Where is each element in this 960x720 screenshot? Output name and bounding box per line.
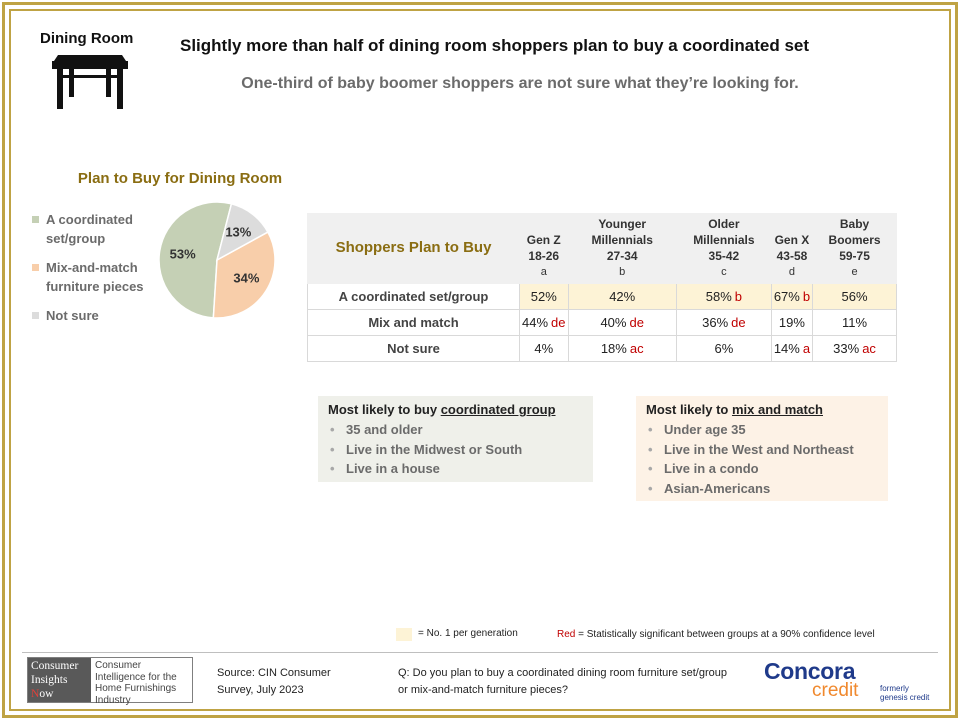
table-title: Shoppers Plan to Buy (307, 213, 520, 284)
survey-question: Q: Do you plan to buy a coordinated dini… (398, 667, 727, 696)
significance-letters: de (731, 315, 746, 330)
concora-credit-logo: Concora credit formerly genesis credit (762, 658, 932, 703)
significance-letters: a (802, 341, 811, 356)
pie-slice-label: 13% (225, 225, 251, 240)
legend-swatch (32, 216, 39, 223)
table-cell: 19% (770, 309, 814, 336)
table-cell: 42% (567, 283, 677, 310)
pie-slice-0 (158, 201, 233, 319)
main-title: Slightly more than half of dining room s… (180, 36, 810, 55)
table-cell: 67% b (770, 283, 814, 310)
insight-coordinated: Most likely to buy coordinated group 35 … (318, 396, 593, 482)
table-cell: 56% (812, 283, 897, 310)
list-item: Under age 35 (646, 420, 878, 440)
legend-label: Not sure (46, 308, 99, 323)
pie-slice-label: 53% (170, 247, 196, 262)
table-row: Mix and match 44% de 40% de 36% de 19% 11% (307, 309, 897, 336)
inner-border (9, 9, 951, 711)
table-body: A coordinated set/group 52% 42% 58% b 67% b 56%… (307, 283, 897, 362)
list-item: Live in the Midwest or South (328, 440, 583, 460)
concora-credit-word: credit (812, 680, 859, 701)
insight-title: Most likely to buy coordinated group (328, 402, 556, 417)
table-cell: 36% de (675, 309, 772, 336)
footer-divider (22, 652, 938, 653)
table-cell: 58% b (675, 283, 772, 310)
table-cell: 6% (675, 335, 772, 362)
pie-slice-1 (212, 231, 276, 319)
table-cell: 33% ac (812, 335, 897, 362)
list-item: Live in a house (328, 459, 583, 479)
insight-list: 35 and older Live in the Midwest or Sout… (328, 420, 583, 479)
legend-item-mix-match: Mix-and-match furniture pieces (32, 258, 157, 296)
list-item: Live in the West and Northeast (646, 440, 878, 460)
table-cell: 14% a (770, 335, 814, 362)
list-item: 35 and older (328, 420, 583, 440)
footnote-top-per-generation: = No. 1 per generation (418, 628, 518, 639)
table-header-row: Shoppers Plan to Buy Gen Z 18-26 a Younger… (307, 213, 897, 284)
significance-letters: de (551, 315, 566, 330)
col-header-gen-x: Gen X 43-58 d (770, 213, 814, 284)
significance-letters: ac (862, 341, 876, 356)
legend-label: A coordinated set/group (46, 212, 133, 246)
top-cell-swatch (396, 628, 412, 641)
legend-swatch (32, 312, 39, 319)
table-cell: 11% (812, 309, 897, 336)
insight-mix-match: Most likely to mix and match Under age 3… (636, 396, 888, 501)
table-cell: 4% (519, 335, 569, 362)
subtitle: One-third of baby boomer shoppers are no… (241, 75, 799, 92)
legend-swatch (32, 264, 39, 271)
table-cell: 52% (519, 283, 569, 310)
legend-item-coordinated: A coordinated set/group (32, 210, 157, 248)
table-row: A coordinated set/group 52% 42% 58% b 67% b 56% (307, 283, 897, 310)
table-cell: 18% ac (567, 335, 677, 362)
cin-logo: Consumer Insights Now Consumer Intellige… (27, 657, 193, 706)
pie-chart-title: Plan to Buy for Dining Room (77, 170, 283, 187)
col-header-baby-boomers: Baby Boomers 59-75 e (812, 213, 897, 284)
significance-letters: de (629, 315, 644, 330)
legend-item-not-sure: Not sure (32, 306, 157, 325)
col-header-gen-z: Gen Z 18-26 a (519, 213, 569, 284)
pie-slice-2 (215, 202, 269, 262)
cin-logo-mark: Consumer Insights Now (28, 658, 91, 702)
concora-wordmark: Concora (764, 658, 856, 684)
row-label: A coordinated set/group (307, 283, 520, 310)
list-item: Asian-Americans (646, 479, 878, 499)
row-label: Not sure (307, 335, 520, 362)
pie-slice-label: 34% (233, 271, 259, 286)
concora-formerly: formerly genesis credit (880, 684, 930, 702)
pie-legend: A coordinated set/group Mix-and-match fu… (32, 210, 157, 335)
significance-letters: b (802, 289, 811, 304)
insight-list: Under age 35 Live in the West and Northe… (646, 420, 878, 498)
significance-letters: b (734, 289, 742, 304)
dining-table-icon (52, 55, 128, 109)
footnote-significance: Red = Statistically significant between … (557, 629, 875, 640)
insight-title: Most likely to mix and match (646, 402, 823, 417)
table-cell: 40% de (567, 309, 677, 336)
table-row: Not sure 4% 18% ac 6% 14% a 33% ac (307, 335, 897, 362)
cin-tagline: Consumer Intelligence for the Home Furni… (95, 660, 177, 706)
generation-table: Shoppers Plan to Buy Gen Z 18-26 a Younger… (307, 213, 897, 362)
table-cell: 44% de (519, 309, 569, 336)
list-item: Live in a condo (646, 459, 878, 479)
row-label: Mix and match (307, 309, 520, 336)
col-header-older-millennials: Older Millennials 35-42 c (675, 213, 772, 284)
pie-chart: 53% 34% 13% (158, 201, 276, 319)
section-label: Dining Room (40, 30, 134, 47)
col-header-younger-millennials: Younger Millennials 27-34 b (567, 213, 677, 284)
significance-letters: ac (629, 341, 644, 356)
legend-label: Mix-and-match furniture pieces (46, 260, 144, 294)
source-note: Source: CIN Consumer Survey, July 2023 (217, 667, 331, 696)
